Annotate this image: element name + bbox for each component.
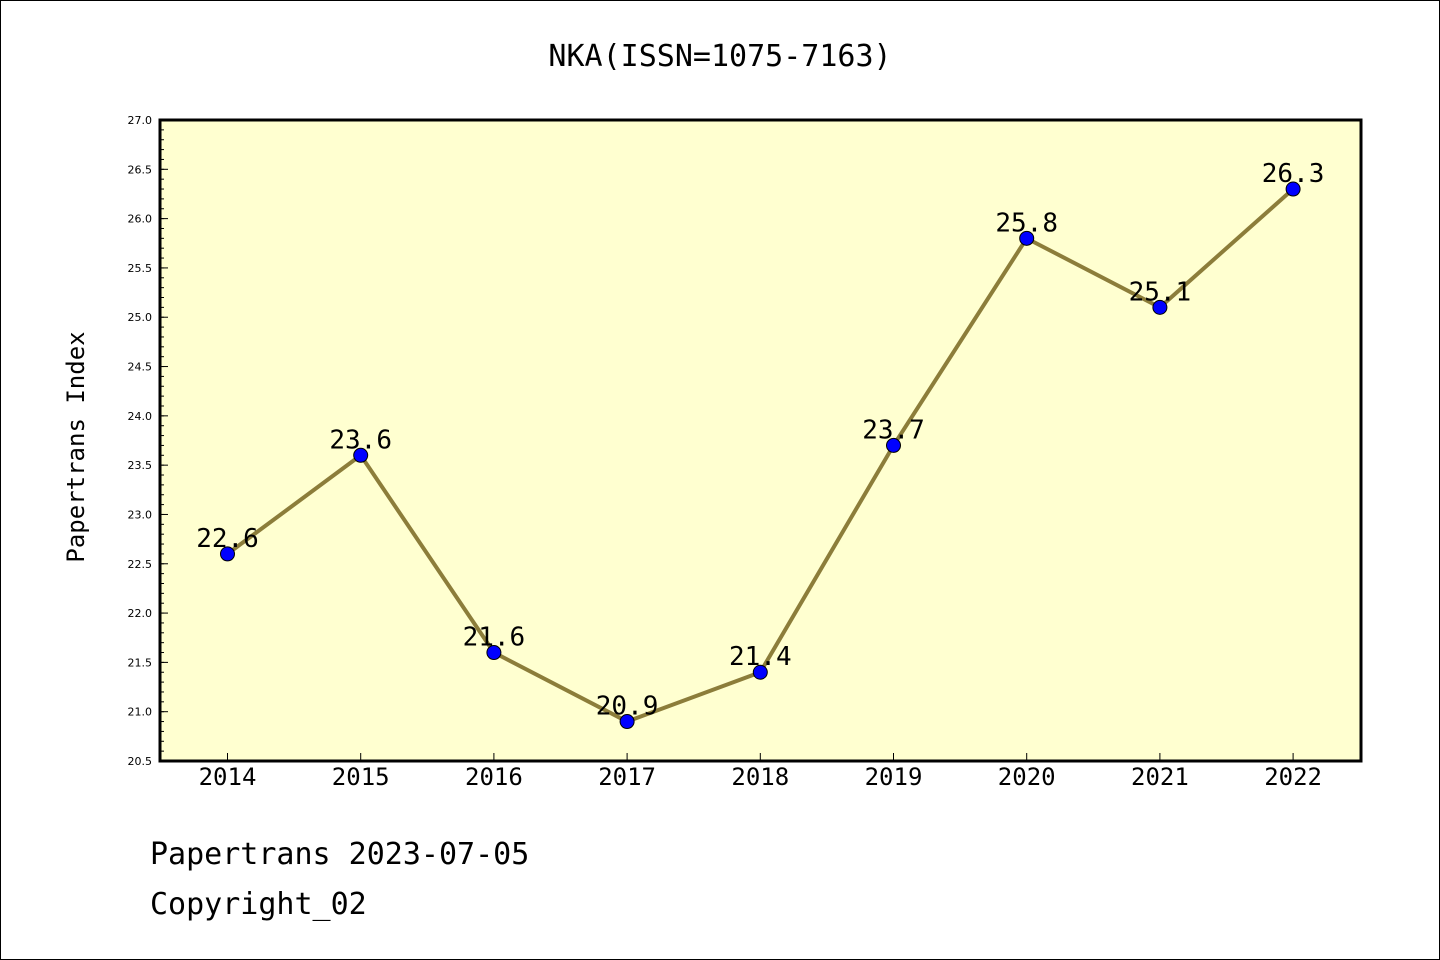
data-point bbox=[619, 714, 635, 730]
x-tick-label: 2020 bbox=[998, 763, 1056, 791]
data-point bbox=[220, 546, 235, 562]
x-tick-label: 2022 bbox=[1264, 763, 1322, 791]
series-layer: 22.6 23.6 21.6 20.9 21.4 23.7 25.8 25.1 26.3 bbox=[196, 159, 1325, 730]
y-axis-label: Papertrans Index bbox=[62, 331, 90, 562]
data-label: 21.6 bbox=[463, 623, 526, 653]
x-tick-label: 2016 bbox=[465, 763, 523, 791]
y-tick-label: 26.0 bbox=[128, 213, 153, 226]
y-tick-label: 22.0 bbox=[128, 607, 153, 620]
data-label: 26.3 bbox=[1262, 159, 1325, 189]
data-point bbox=[1019, 230, 1035, 246]
y-tick-label: 26.5 bbox=[128, 163, 153, 176]
footer-date: Papertrans 2023-07-05 bbox=[150, 837, 529, 872]
footer-copyright: Copyright_02 bbox=[150, 887, 367, 922]
data-point bbox=[353, 447, 369, 463]
y-tick-label: 24.5 bbox=[128, 361, 153, 374]
y-tick-label: 22.5 bbox=[128, 558, 153, 571]
x-tick-label: 2014 bbox=[199, 763, 257, 791]
x-tick-label: 2021 bbox=[1131, 763, 1189, 791]
data-label: 23.7 bbox=[862, 415, 925, 445]
x-tick-label: 2019 bbox=[865, 763, 923, 791]
y-tick-label: 25.0 bbox=[128, 311, 153, 324]
plot-area bbox=[160, 120, 1361, 761]
plot-border bbox=[158, 118, 1363, 763]
data-label: 21.4 bbox=[729, 642, 792, 672]
y-tick-label: 25.5 bbox=[128, 262, 153, 275]
data-point bbox=[486, 645, 502, 661]
y-tick-label: 21.5 bbox=[128, 656, 153, 669]
data-label: 20.9 bbox=[596, 692, 659, 722]
y-tick-label: 23.5 bbox=[128, 459, 153, 472]
y-tick-label: 20.5 bbox=[128, 755, 153, 768]
data-point bbox=[886, 437, 901, 453]
y-tick-label: 27.0 bbox=[128, 114, 153, 127]
chart-title: NKA(ISSN=1075-7163) bbox=[548, 39, 891, 74]
x-tick-label: 2018 bbox=[731, 763, 789, 791]
x-tick-label: 2017 bbox=[598, 763, 656, 791]
data-point bbox=[1152, 299, 1168, 315]
data-label: 25.8 bbox=[995, 208, 1058, 238]
y-tick-label: 23.0 bbox=[128, 508, 153, 521]
data-label: 25.1 bbox=[1129, 277, 1192, 307]
y-axis: 20.5 21.0 21.5 22.0 22.5 23.0 23.5 24.0 24.5 25.0… bbox=[128, 114, 168, 768]
y-tick-label: 24.0 bbox=[128, 410, 153, 423]
data-point bbox=[1285, 181, 1301, 197]
x-tick-label: 2015 bbox=[332, 763, 390, 791]
y-tick-label: 21.0 bbox=[128, 706, 153, 719]
data-point bbox=[752, 664, 768, 680]
data-label: 22.6 bbox=[196, 524, 259, 554]
data-label: 23.6 bbox=[329, 425, 392, 455]
